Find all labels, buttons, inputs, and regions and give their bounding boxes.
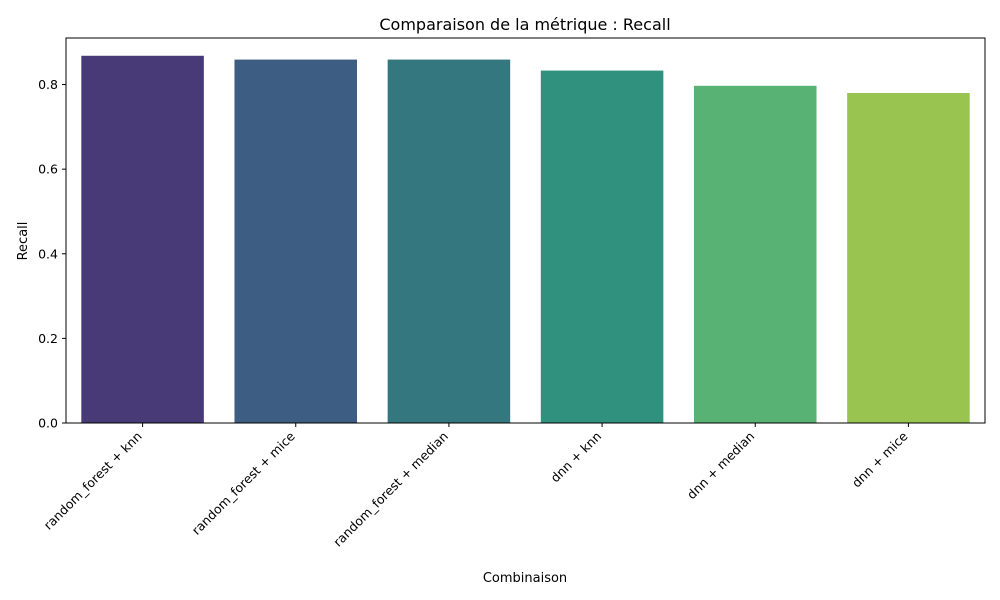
y-tick-label: 0.0 xyxy=(38,416,58,431)
x-tick-label: random_forest + mice xyxy=(189,428,298,537)
x-axis-label: Combinaison xyxy=(483,571,567,586)
x-tick-label: dnn + mice xyxy=(849,428,911,490)
x-tick-label: dnn + median xyxy=(684,429,758,503)
y-tick-label: 0.8 xyxy=(38,77,58,92)
x-tick-label: random_forest + knn xyxy=(41,429,145,533)
plot-frame xyxy=(65,37,986,424)
y-axis-label: Recall xyxy=(16,222,31,261)
bar-6 xyxy=(847,93,970,423)
chart-title: Comparaison de la métrique : Recall xyxy=(379,15,670,34)
y-tick-label: 0.6 xyxy=(38,162,58,177)
bar-4 xyxy=(540,70,664,424)
x-tick-label: dnn + knn xyxy=(547,429,604,486)
bar-3 xyxy=(387,59,511,423)
x-axis-ticks: random_forest + knn random_forest + mice r… xyxy=(41,423,911,549)
bar-1 xyxy=(81,55,204,424)
x-tick-label: random_forest + median xyxy=(330,429,451,550)
y-axis-ticks: 0.0 0.2 0.4 0.6 0.8 xyxy=(38,77,66,431)
y-tick-label: 0.2 xyxy=(38,331,58,346)
bars-group xyxy=(81,55,970,424)
y-tick-label: 0.4 xyxy=(38,246,58,261)
bar-2 xyxy=(234,59,358,423)
bar-5 xyxy=(693,85,817,424)
